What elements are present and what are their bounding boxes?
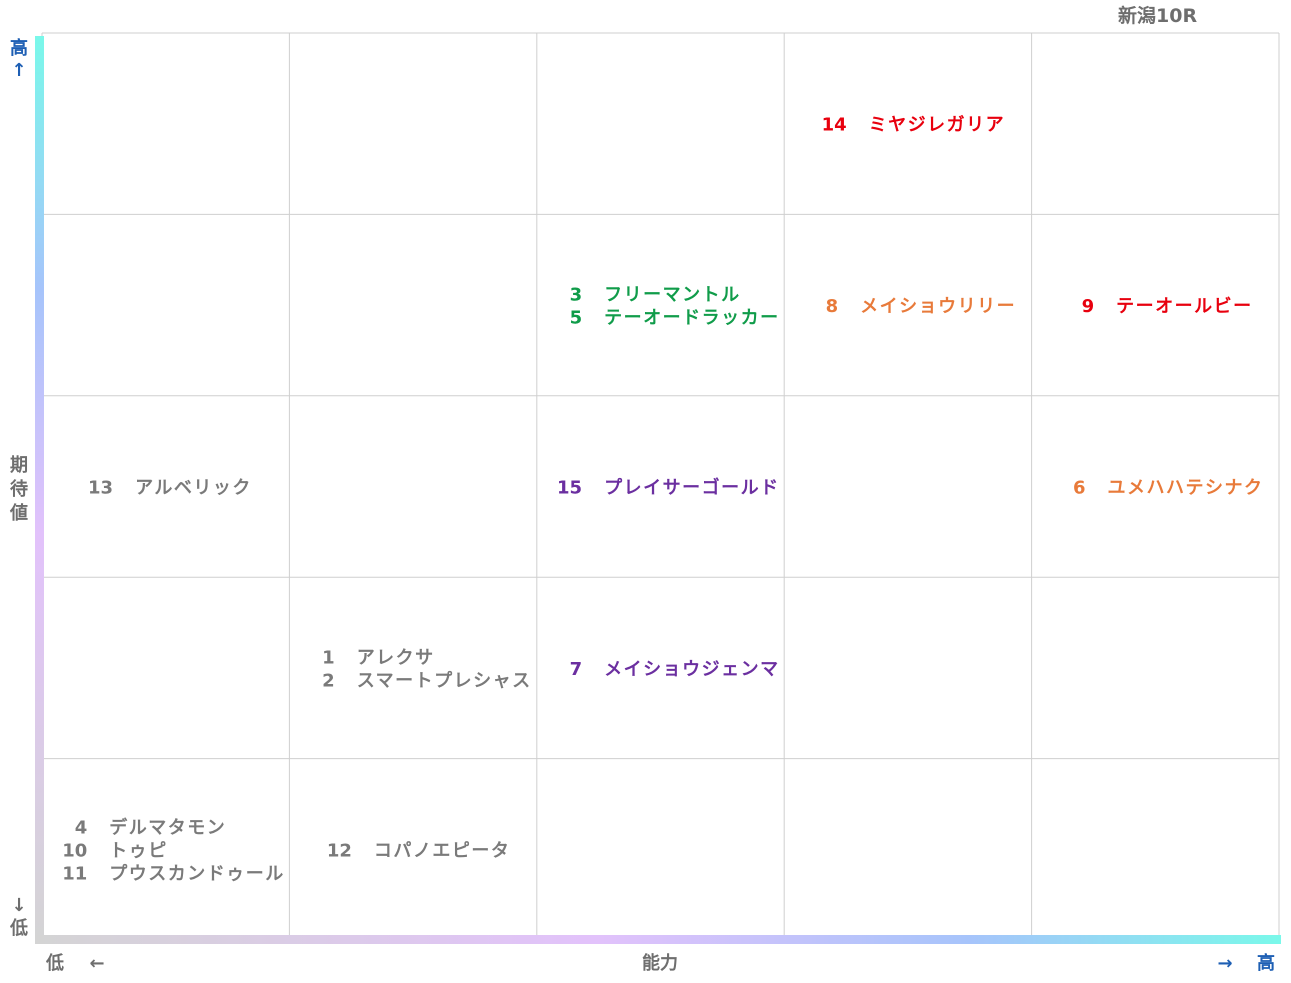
y-low-label: 低 <box>9 917 28 939</box>
x-axis-bar <box>35 935 1281 944</box>
horse-name: アレクサ <box>357 647 435 668</box>
horse-number: 2 <box>322 670 335 691</box>
y-axis-bar <box>35 36 44 942</box>
horse-number: 9 <box>1082 296 1095 317</box>
y-axis-label-3: 値 <box>9 502 28 524</box>
y-axis-label-1: 期 <box>10 455 28 476</box>
y-axis-label-2: 待 <box>10 478 28 500</box>
x-low-arrow: ← <box>89 953 104 974</box>
horse-number: 4 <box>75 817 88 838</box>
horse-name: テーオードラッカー <box>604 308 780 329</box>
horse-number: 14 <box>822 115 847 136</box>
horse-name: フリーマントル <box>604 285 741 306</box>
x-high-arrow: → <box>1217 953 1232 974</box>
horse-name: アルベリック <box>135 478 252 499</box>
horse-number: 8 <box>826 296 839 317</box>
horse-name: メイショウジェンマ <box>604 659 780 680</box>
horse-number: 7 <box>570 659 583 680</box>
x-low-label: 低 <box>45 952 64 974</box>
horse-number: 1 <box>322 647 335 668</box>
y-high-arrow: ↑ <box>11 60 26 81</box>
horse-name: テーオールビー <box>1116 296 1253 317</box>
horse-number: 12 <box>327 840 352 861</box>
x-axis-label: 能力 <box>642 952 678 974</box>
horse-name: プレイサーゴールド <box>604 477 780 499</box>
horse-name: プウスカンドゥール <box>109 862 284 884</box>
horse-name: トゥピ <box>109 840 168 861</box>
horse-number: 15 <box>557 478 582 499</box>
y-high-label: 高 <box>10 37 28 59</box>
horse-name: ミヤジレガリア <box>869 115 1006 136</box>
horse-number: 11 <box>62 863 87 884</box>
horse-name: スマートプレシャス <box>357 669 532 691</box>
y-low-arrow: ↓ <box>11 895 26 916</box>
horse-name: ユメハハテシナク <box>1108 478 1264 499</box>
race-title: 新潟10R <box>1118 4 1197 27</box>
horse-number: 3 <box>570 285 583 306</box>
x-high-label: 高 <box>1257 952 1275 974</box>
horse-number: 13 <box>88 478 113 499</box>
horse-number: 5 <box>570 308 583 329</box>
horse-number: 10 <box>62 840 87 861</box>
horse-name: デルマタモン <box>109 816 226 838</box>
horse-name: コパノエピータ <box>374 840 511 861</box>
horse-number: 6 <box>1073 478 1086 499</box>
horse-name: メイショウリリー <box>860 296 1016 317</box>
